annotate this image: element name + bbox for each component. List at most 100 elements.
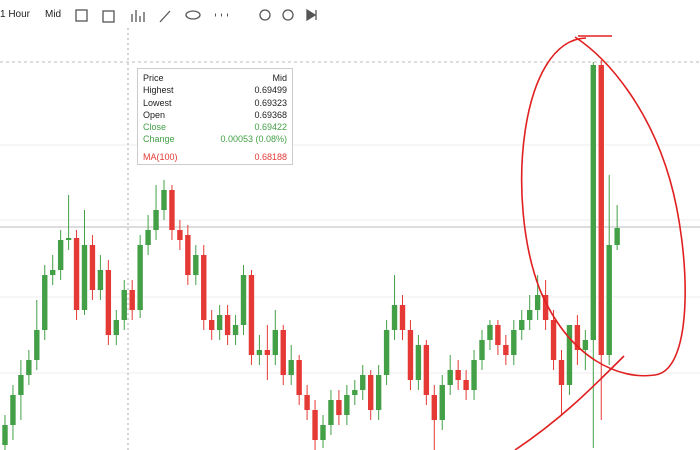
candle-body xyxy=(399,305,406,330)
candle-body xyxy=(495,325,501,345)
candle-body xyxy=(288,360,294,375)
candle-body xyxy=(590,65,596,340)
candles xyxy=(2,60,620,450)
candle-body xyxy=(558,360,565,385)
tooltip-label: Highest xyxy=(143,85,174,96)
icon-zoom-in[interactable] xyxy=(282,9,294,21)
candle-body xyxy=(177,230,183,240)
candle-body xyxy=(296,360,302,395)
candle-body xyxy=(89,245,96,290)
candle-body xyxy=(336,400,342,415)
tooltip-value: 0.69368 xyxy=(254,109,287,120)
candle-body xyxy=(304,395,310,410)
price-type[interactable]: Mid xyxy=(45,9,62,20)
icon-play[interactable] xyxy=(306,8,317,22)
tooltip-value: 0.69422 xyxy=(254,122,287,133)
candle-body xyxy=(550,320,557,360)
candle-body xyxy=(503,345,509,355)
candle-body xyxy=(439,385,445,420)
tooltip-label: MA(100) xyxy=(143,151,178,162)
candle-body xyxy=(344,395,350,415)
candle-body xyxy=(542,295,549,320)
tooltip-row: Price Mid xyxy=(143,73,287,85)
grid xyxy=(0,144,700,374)
candle-body xyxy=(57,240,64,270)
tooltip: Price Mid Highest 0.69499 Lowest 0.69323 Open 0… xyxy=(137,68,293,165)
candle-body xyxy=(375,375,382,410)
annotation xyxy=(514,35,686,450)
candle-body xyxy=(272,330,278,355)
tooltip-row: MA(100) 0.68188 xyxy=(143,152,287,164)
annotation-line xyxy=(514,355,625,450)
candle-body xyxy=(519,320,525,330)
candle-body xyxy=(10,395,16,425)
candle-body xyxy=(360,375,366,390)
icon-zoom-out[interactable] xyxy=(259,9,271,21)
icon-view[interactable] xyxy=(185,10,201,20)
candle-body xyxy=(582,340,589,350)
tooltip-value: 0.69499 xyxy=(254,85,287,96)
candle-body xyxy=(42,275,48,330)
candle-body xyxy=(455,370,461,380)
candle-body xyxy=(201,255,207,320)
candle-body xyxy=(487,325,493,340)
candle-body xyxy=(65,238,72,240)
candle-body xyxy=(209,320,215,330)
tooltip-row: Lowest 0.69323 xyxy=(143,98,287,110)
candle-body xyxy=(137,245,143,310)
candle-body xyxy=(97,270,104,290)
tooltip-row: Close 0.69422 xyxy=(143,122,287,134)
candle-body xyxy=(431,395,437,420)
candle-body xyxy=(534,295,541,310)
candle-body xyxy=(598,65,604,355)
tooltip-value: Mid xyxy=(272,73,287,83)
candle-body xyxy=(527,310,533,320)
candle-body xyxy=(73,238,80,310)
annotation-ellipse xyxy=(520,36,686,377)
tooltip-label: Lowest xyxy=(143,97,172,108)
tooltip-label: Open xyxy=(143,109,166,120)
candle-body xyxy=(471,360,477,390)
candle-body xyxy=(169,190,175,230)
candle-body xyxy=(328,400,334,425)
candle-body xyxy=(216,315,223,330)
candle-body xyxy=(105,270,112,335)
candle-body xyxy=(18,375,24,395)
tooltip-row: Open 0.69368 xyxy=(143,110,287,122)
candle-body xyxy=(566,325,573,385)
tooltip-value: 0.69323 xyxy=(254,97,287,108)
candle-body xyxy=(614,228,620,245)
candle-body xyxy=(479,340,485,360)
icon-compare[interactable] xyxy=(102,10,115,23)
candle-body xyxy=(240,275,247,325)
candle-body xyxy=(447,370,453,385)
candle-body xyxy=(320,425,326,440)
candle-body xyxy=(185,235,191,275)
candle-body xyxy=(34,330,40,360)
candle-body xyxy=(264,350,271,355)
candle-body xyxy=(606,245,612,355)
candle-body xyxy=(463,380,469,390)
tooltip-label: Close xyxy=(143,122,167,133)
tooltip-row: Change 0.00053 (0.08%) xyxy=(143,134,287,146)
tooltip-label: Price xyxy=(143,73,164,83)
candle-body xyxy=(407,330,414,380)
candle-body xyxy=(129,290,135,310)
icon-draw[interactable] xyxy=(159,10,171,23)
candle-body xyxy=(50,270,56,275)
interval[interactable]: 1 Hour xyxy=(0,9,31,20)
toolbar-icons xyxy=(75,8,317,23)
tooltip-row: Highest 0.69499 xyxy=(143,85,287,97)
candle-body xyxy=(248,275,255,355)
candle-body xyxy=(193,255,199,275)
candle-body xyxy=(368,375,374,410)
candle-body xyxy=(26,360,32,375)
candle-body xyxy=(423,345,430,395)
icon-chart-type[interactable] xyxy=(75,9,88,22)
icon-indicators[interactable] xyxy=(131,10,145,22)
tooltip-value: 0.68188 xyxy=(254,151,287,162)
tooltip-label: Change xyxy=(143,134,175,145)
candle-body xyxy=(161,190,167,210)
candle-body xyxy=(153,210,159,230)
